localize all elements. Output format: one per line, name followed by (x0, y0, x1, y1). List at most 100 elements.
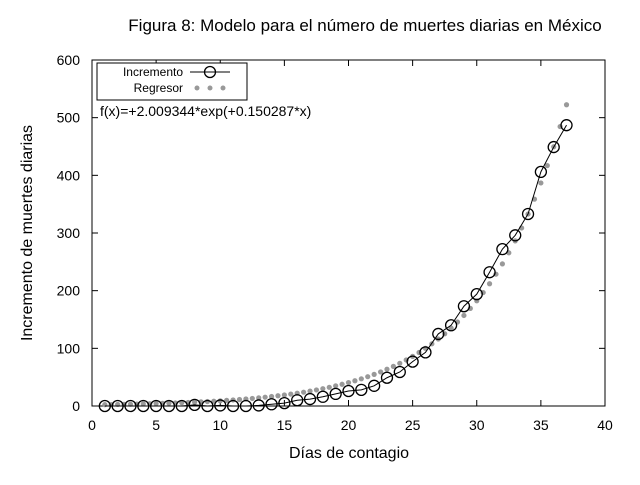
regresor-point (358, 376, 364, 382)
regresor-point (256, 395, 262, 401)
regresor-point (563, 102, 570, 108)
incremento-point (483, 266, 496, 279)
regresor-point (288, 391, 294, 397)
regresor-point (499, 261, 505, 267)
incremento-line (104, 124, 567, 407)
incremento-point (380, 371, 394, 384)
incremento-point (316, 390, 330, 403)
regresor-point (544, 162, 550, 169)
incremento-point (291, 394, 304, 407)
incremento-point (355, 383, 368, 397)
incremento-point (393, 365, 406, 379)
regresor-point (448, 325, 454, 331)
regresor-point (166, 400, 172, 406)
incremento-point (252, 399, 265, 412)
x-tick-label: 20 (341, 417, 357, 433)
regresor-point (127, 401, 134, 407)
regresor-point (352, 378, 358, 384)
incremento-point (175, 399, 188, 413)
regresor-point (275, 393, 281, 399)
regresor-point (461, 312, 467, 319)
incremento-point (124, 399, 137, 413)
incremento-point (162, 399, 176, 413)
y-tick-label: 400 (57, 167, 81, 183)
legend-circle-marker (203, 65, 217, 79)
incremento-point (419, 346, 432, 359)
legend-label-incremento: Incremento (123, 65, 183, 79)
incremento-point (457, 300, 471, 313)
regresor-point (268, 393, 275, 400)
incremento-point (547, 140, 560, 154)
legend: Incremento Regresor (96, 62, 248, 101)
incremento-point (534, 165, 548, 179)
y-tick-label: 600 (57, 52, 81, 68)
regresor-point (486, 281, 493, 287)
y-tick-label: 0 (72, 398, 80, 414)
incremento-point (149, 399, 163, 413)
incremento-point (239, 399, 253, 413)
incremento-point (329, 387, 342, 401)
regresor-point (224, 397, 230, 403)
y-tick-label: 300 (57, 225, 81, 241)
y-tick-label: 100 (57, 340, 81, 356)
regresor-point (384, 366, 390, 372)
regresor-point (320, 386, 326, 392)
regresor-point (390, 363, 396, 369)
regresor-point (538, 180, 544, 186)
regresor-point (333, 383, 339, 389)
incremento-point (188, 398, 201, 411)
y-axis-label: Incremento de muertes diarias (19, 125, 36, 341)
regresor-point (377, 369, 384, 375)
incremento-point (226, 399, 240, 413)
regresor-point (204, 398, 211, 405)
x-tick-label: 15 (277, 417, 293, 433)
incremento-point (496, 242, 509, 256)
regresor-point (236, 396, 243, 403)
incremento-point (265, 398, 278, 411)
legend-star-marker (194, 85, 200, 91)
regresor-point (345, 379, 352, 386)
incremento-point (367, 379, 381, 392)
incremento-point (137, 399, 150, 413)
regresor-point (249, 395, 255, 402)
x-tick-label: 0 (88, 417, 96, 433)
x-tick-label: 25 (405, 417, 421, 433)
incremento-point (444, 319, 458, 332)
regresor-point (179, 400, 185, 406)
y-tick-label: 200 (57, 283, 81, 299)
incremento-point (521, 207, 535, 221)
x-tick-label: 30 (469, 417, 485, 433)
x-tick-label: 10 (212, 417, 228, 433)
x-tick-label: 5 (152, 417, 160, 433)
incremento-point (406, 355, 419, 368)
x-tick-label: 35 (533, 417, 549, 433)
incremento-point (509, 229, 522, 242)
incremento-point (342, 384, 355, 398)
y-tick-label: 500 (57, 110, 81, 126)
regresor-point (262, 394, 268, 400)
incremento-point (432, 327, 445, 341)
incremento-point (98, 399, 111, 413)
regresor-point (371, 371, 377, 377)
regresor-point (281, 392, 287, 398)
legend-label-regresor: Regresor (134, 81, 183, 95)
incremento-point (303, 392, 317, 406)
incremento-point (470, 287, 483, 301)
regresor-point (339, 381, 345, 387)
regresor-point (326, 384, 332, 390)
regresor-point (397, 360, 403, 366)
regresor-point (301, 389, 307, 395)
incremento-point (560, 119, 573, 132)
incremento-point (214, 399, 227, 412)
chart-title: Figura 8: Modelo para el número de muert… (128, 16, 601, 35)
x-tick-label: 40 (597, 417, 613, 433)
regresor-point (313, 387, 320, 393)
incremento-point (111, 399, 124, 413)
incremento-point (278, 396, 291, 410)
regresor-point (140, 401, 146, 407)
regression-formula: f(x)=+2.009344*exp(+0.150287*x) (100, 103, 311, 119)
regresor-point (153, 400, 159, 407)
legend-star-marker (220, 85, 226, 91)
incremento-point (201, 399, 214, 413)
